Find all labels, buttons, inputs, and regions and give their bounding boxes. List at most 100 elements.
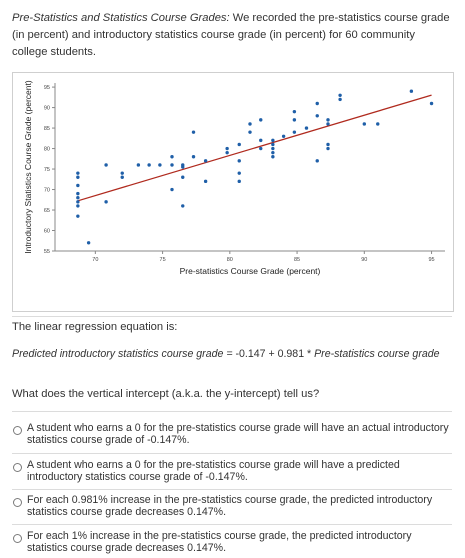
radio-button[interactable] xyxy=(13,463,22,472)
answer-option-text: For each 0.981% increase in the pre-stat… xyxy=(27,494,433,518)
x-tick-label: 95 xyxy=(428,257,434,263)
data-point xyxy=(76,183,80,188)
data-point xyxy=(281,134,286,138)
y-tick-label: 65 xyxy=(44,208,50,214)
data-point xyxy=(76,196,80,200)
data-point xyxy=(76,175,80,179)
data-point xyxy=(259,146,263,151)
data-point xyxy=(76,171,80,175)
data-point xyxy=(237,142,241,147)
multiply-symbol: * xyxy=(304,348,315,360)
scatterplot-chart: 55 60 65 70 75 80 85 90 95 70 75 80 85 90 95 Pre-statis… xyxy=(23,80,445,276)
data-point xyxy=(271,155,275,159)
data-point xyxy=(304,126,309,130)
y-tick-label: 60 xyxy=(44,229,50,235)
y-tick-label: 90 xyxy=(44,106,50,112)
answer-option-4[interactable]: For each 1% increase in the pre-statisti… xyxy=(12,530,452,554)
answer-option-3[interactable]: For each 0.981% increase in the pre-stat… xyxy=(12,494,452,518)
divider xyxy=(12,524,452,525)
data-point xyxy=(191,130,196,134)
data-point xyxy=(292,130,297,134)
y-tick-label: 70 xyxy=(44,188,50,194)
data-point xyxy=(326,142,330,147)
data-point xyxy=(104,163,108,167)
data-point xyxy=(409,89,414,93)
data-point xyxy=(271,146,275,151)
data-point xyxy=(326,118,330,122)
data-point xyxy=(225,146,229,151)
intro-text: We recorded the pre-statistics course gr… xyxy=(12,12,450,58)
data-point xyxy=(76,204,80,208)
y-tick-label: 75 xyxy=(44,167,50,173)
equation-prefix: Predicted introductory statistics course… xyxy=(12,348,236,360)
radio-button[interactable] xyxy=(13,534,22,543)
x-tick-label: 70 xyxy=(92,257,98,263)
x-tick-label: 80 xyxy=(227,257,233,263)
y-tick-label: 55 xyxy=(44,249,50,255)
answer-option-2[interactable]: A student who earns a 0 for the pre-stat… xyxy=(12,459,452,483)
data-point xyxy=(170,163,174,167)
data-point xyxy=(86,241,91,245)
regression-equation: Predicted introductory statistics course… xyxy=(12,345,457,363)
data-point xyxy=(181,165,185,169)
data-point xyxy=(271,142,275,147)
data-point xyxy=(338,97,342,102)
data-point xyxy=(136,163,141,167)
data-point xyxy=(292,118,297,122)
data-point xyxy=(237,179,241,184)
data-point xyxy=(170,187,174,192)
data-point xyxy=(271,150,275,155)
data-point xyxy=(181,204,185,208)
divider xyxy=(12,453,452,454)
data-point xyxy=(237,159,241,163)
data-point xyxy=(158,163,162,167)
answer-option-text: For each 1% increase in the pre-statisti… xyxy=(27,530,412,554)
data-point xyxy=(429,101,434,106)
regression-line xyxy=(77,94,432,202)
y-tick-label: 85 xyxy=(44,126,50,132)
intro-heading: Pre-Statistics and Statistics Course Gra… xyxy=(12,12,230,24)
scatterplot-panel: 55 60 65 70 75 80 85 90 95 70 75 80 85 90 95 Pre-statis… xyxy=(12,72,454,312)
question-text: What does the vertical intercept (a.k.a.… xyxy=(12,388,320,400)
y-tick-label: 95 xyxy=(44,85,50,91)
answer-option-text: A student who earns a 0 for the pre-stat… xyxy=(27,459,400,483)
data-point xyxy=(191,155,196,159)
problem-intro: Pre-Statistics and Statistics Course Gra… xyxy=(12,10,452,61)
data-point xyxy=(292,109,297,114)
data-point xyxy=(237,171,241,175)
data-point xyxy=(248,130,252,134)
data-point xyxy=(181,175,185,179)
data-point xyxy=(315,101,319,106)
data-point xyxy=(76,214,80,218)
data-point xyxy=(259,118,263,122)
y-axis-label: Introductory Statistics Course Grade (pe… xyxy=(23,80,33,254)
divider xyxy=(12,411,452,412)
answer-option-1[interactable]: A student who earns a 0 for the pre-stat… xyxy=(12,422,452,446)
divider xyxy=(12,316,452,317)
data-point xyxy=(326,146,330,151)
x-axis-label: Pre-statistics Course Grade (percent) xyxy=(180,266,321,276)
data-point xyxy=(271,138,275,143)
data-point xyxy=(147,163,151,167)
data-point xyxy=(376,122,380,126)
data-point xyxy=(170,155,174,159)
data-point xyxy=(76,200,80,204)
data-point xyxy=(76,191,80,196)
data-point xyxy=(259,138,263,143)
radio-button[interactable] xyxy=(13,426,22,435)
data-point xyxy=(120,175,124,179)
equation-label: The linear regression equation is: xyxy=(12,321,178,333)
x-tick-label: 85 xyxy=(294,257,300,263)
y-tick-label: 80 xyxy=(44,147,50,153)
data-point xyxy=(315,114,319,118)
data-point xyxy=(203,159,208,163)
data-point xyxy=(203,179,208,184)
radio-button[interactable] xyxy=(13,498,22,507)
data-point xyxy=(338,93,342,97)
data-point xyxy=(362,122,367,126)
data-point xyxy=(326,122,330,126)
equation-suffix: Pre-statistics course grade xyxy=(314,348,440,360)
answer-option-text: A student who earns a 0 for the pre-stat… xyxy=(27,422,449,446)
data-point xyxy=(225,150,229,155)
data-point xyxy=(248,122,252,126)
